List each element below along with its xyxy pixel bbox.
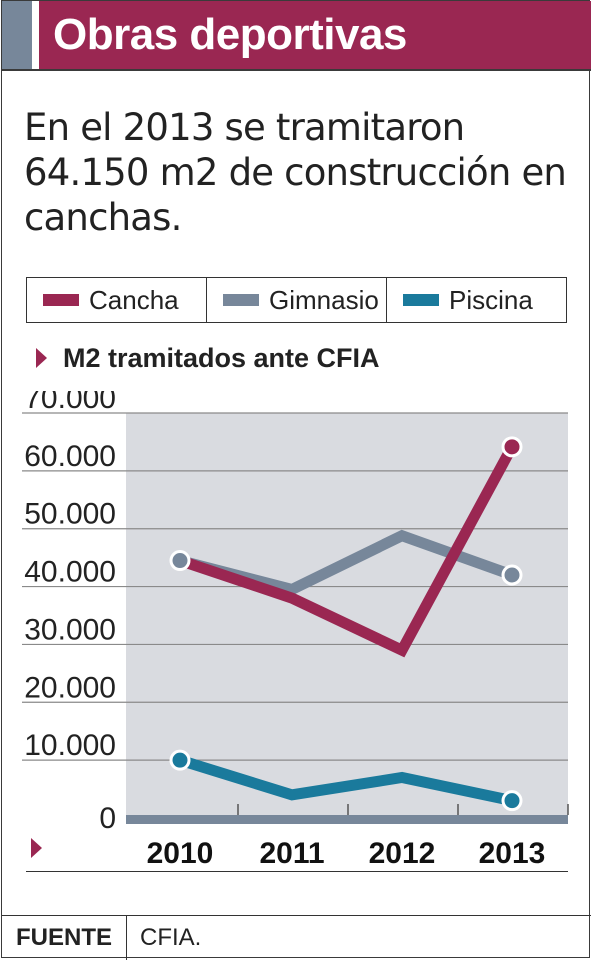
legend-label-piscina: Piscina — [449, 284, 533, 315]
y-tick-label: 40.000 — [24, 556, 116, 589]
y-tick-label: 70.000 — [24, 391, 116, 415]
x-tick-label: 2011 — [259, 837, 324, 870]
y-tick-label: 30.000 — [24, 613, 116, 646]
legend-item-piscina: Piscina — [387, 278, 566, 322]
data-point-piscina-2010 — [169, 749, 191, 771]
legend-label-cancha: Cancha — [89, 284, 179, 315]
y-tick-label: 10.000 — [24, 729, 116, 762]
footer: FUENTE CFIA. — [2, 915, 591, 960]
triangle-bullet-icon — [36, 348, 47, 368]
legend-item-gimnasio: Gimnasio — [207, 278, 387, 322]
y-tick-label: 60.000 — [24, 440, 116, 473]
line-chart: 0 10.000 20.000 30.000 40.000 50.000 60.000 70.… — [22, 391, 569, 870]
lead-text: En el 2013 se tramitaron 64.150 m2 de co… — [24, 106, 567, 239]
y-tick-label: 20.000 — [24, 671, 116, 704]
chart-bottom-rule — [26, 871, 568, 872]
legend-swatch-gimnasio — [223, 294, 259, 306]
header-accent-block — [2, 1, 32, 69]
data-point-gimnasio-2010 — [169, 550, 191, 572]
data-point-gimnasio-2013 — [501, 564, 523, 586]
chart-title: M2 tramitados ante CFIA — [36, 341, 380, 375]
series-line-piscina — [178, 754, 514, 807]
header-rule — [2, 69, 591, 71]
x-tick-label: 2012 — [369, 837, 436, 870]
data-point-cancha-2013 — [501, 436, 523, 458]
y-tick-label: 0 — [99, 802, 116, 835]
series-line-cancha — [178, 444, 517, 658]
legend-swatch-piscina — [403, 294, 439, 306]
page-title: Obras deportivas — [39, 1, 591, 69]
chart-title-text: M2 tramitados ante CFIA — [63, 342, 380, 373]
source-label: FUENTE — [2, 916, 127, 960]
y-tick-label: 50.000 — [24, 498, 116, 531]
x-axis-bar — [126, 815, 568, 824]
source-value: CFIA. — [140, 924, 202, 951]
data-point-piscina-2013 — [501, 790, 523, 812]
header: Obras deportivas — [2, 1, 591, 71]
legend-item-cancha: Cancha — [27, 278, 207, 322]
x-tick-label: 2010 — [147, 837, 214, 870]
legend-swatch-cancha — [43, 294, 79, 306]
legend-label-gimnasio: Gimnasio — [269, 284, 379, 315]
x-tick-label: 2013 — [479, 837, 546, 870]
triangle-bullet-icon — [31, 838, 42, 858]
chart-legend: Cancha Gimnasio Piscina — [26, 277, 567, 323]
